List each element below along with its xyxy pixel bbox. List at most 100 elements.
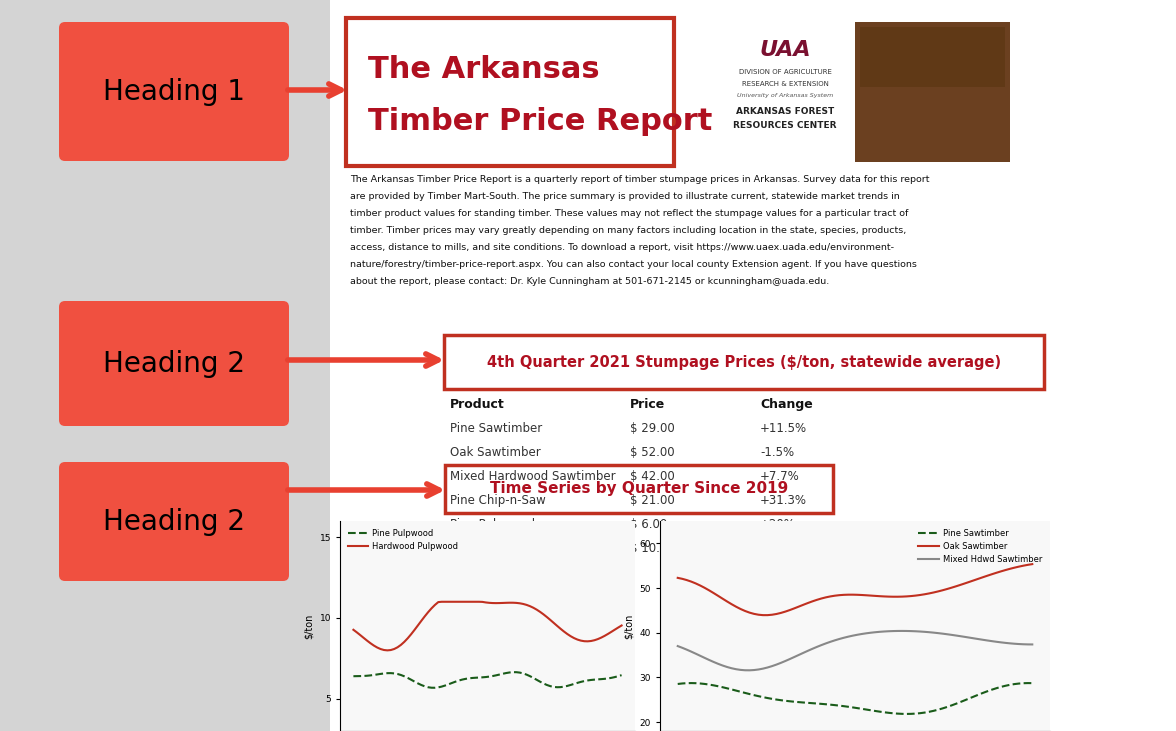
Mixed Hdwd Sawtimber <box>742 666 756 675</box>
FancyBboxPatch shape <box>346 18 674 166</box>
Hardwood Pulpwood <box>615 621 629 630</box>
Oak Sawtimber <box>886 592 900 601</box>
Text: Timber Price Report: Timber Price Report <box>368 107 713 137</box>
Text: $ 21.00: $ 21.00 <box>630 494 675 507</box>
Pine Pulpwood <box>516 669 530 678</box>
Text: timber. Timber prices may vary greatly depending on many factors including locat: timber. Timber prices may vary greatly d… <box>350 226 907 235</box>
Pine Sawtimber <box>909 709 923 718</box>
Pine Pulpwood <box>506 668 520 677</box>
Y-axis label: $/ton: $/ton <box>624 613 634 639</box>
Pine Pulpwood <box>468 673 482 682</box>
Text: RESOURCES CENTER: RESOURCES CENTER <box>734 121 837 131</box>
Hardwood Pulpwood <box>380 646 394 655</box>
Pine Sawtimber <box>994 683 1008 692</box>
FancyBboxPatch shape <box>445 335 1044 389</box>
Text: Pine Pulpwood: Pine Pulpwood <box>450 518 535 531</box>
Hardwood Pulpwood <box>435 597 449 606</box>
Text: Pine Sawtimber: Pine Sawtimber <box>450 422 542 435</box>
Legend: Pine Sawtimber, Oak Sawtimber, Mixed Hdwd Sawtimber: Pine Sawtimber, Oak Sawtimber, Mixed Hdw… <box>915 525 1045 567</box>
Text: 4th Quarter 2021 Stumpage Prices ($/ton, statewide average): 4th Quarter 2021 Stumpage Prices ($/ton,… <box>487 355 1001 369</box>
Text: +31.3%: +31.3% <box>760 542 807 555</box>
Hardwood Pulpwood <box>536 610 550 618</box>
Pine Sawtimber <box>670 680 684 689</box>
Oak Sawtimber <box>1025 560 1040 569</box>
Oak Sawtimber <box>904 591 918 600</box>
Hardwood Pulpwood <box>347 626 361 635</box>
Y-axis label: $/ton: $/ton <box>303 613 314 639</box>
Pine Sawtimber <box>684 678 699 687</box>
Text: The Arkansas: The Arkansas <box>368 56 600 85</box>
Line: Mixed Hdwd Sawtimber: Mixed Hdwd Sawtimber <box>677 631 1033 670</box>
Text: nature/forestry/timber-price-report.aspx. You can also contact your local county: nature/forestry/timber-price-report.aspx… <box>350 260 917 269</box>
Text: DIVISION OF AGRICULTURE: DIVISION OF AGRICULTURE <box>739 69 831 75</box>
Pine Pulpwood <box>428 683 442 692</box>
Text: Mixed Hardwood Sawtimber: Mixed Hardwood Sawtimber <box>450 470 615 483</box>
Mixed Hdwd Sawtimber <box>895 626 909 635</box>
Mixed Hdwd Sawtimber <box>890 626 904 635</box>
Mixed Hdwd Sawtimber <box>833 635 847 643</box>
Text: Product: Product <box>450 398 505 411</box>
Text: Time Series by Quarter Since 2019: Time Series by Quarter Since 2019 <box>490 482 788 496</box>
Line: Hardwood Pulpwood: Hardwood Pulpwood <box>354 602 622 651</box>
Text: Pine Chip-n-Saw: Pine Chip-n-Saw <box>450 494 546 507</box>
Mixed Hdwd Sawtimber <box>909 627 923 636</box>
Text: Oak Sawtimber: Oak Sawtimber <box>450 446 541 459</box>
Text: -1.5%: -1.5% <box>760 446 794 459</box>
Pine Sawtimber <box>886 709 900 718</box>
Hardwood Pulpwood <box>590 635 604 643</box>
Line: Oak Sawtimber: Oak Sawtimber <box>677 564 1033 616</box>
Text: RESEARCH & EXTENSION: RESEARCH & EXTENSION <box>742 81 828 87</box>
Pine Pulpwood <box>347 672 361 681</box>
Text: are provided by Timber Mart-South. The price summary is provided to illustrate c: are provided by Timber Mart-South. The p… <box>350 192 900 201</box>
Pine Pulpwood <box>615 671 629 680</box>
FancyBboxPatch shape <box>59 462 289 581</box>
Mixed Hdwd Sawtimber <box>670 642 684 651</box>
Legend: Pine Pulpwood, Hardwood Pulpwood: Pine Pulpwood, Hardwood Pulpwood <box>345 525 462 554</box>
Text: University of Arkansas System: University of Arkansas System <box>737 94 833 99</box>
Pine Pulpwood <box>590 675 604 683</box>
Text: +20%: +20% <box>760 518 796 531</box>
Text: timber product values for standing timber. These values may not reflect the stum: timber product values for standing timbe… <box>350 209 908 218</box>
Pine Sawtimber <box>1025 679 1040 688</box>
Text: +11.5%: +11.5% <box>760 422 807 435</box>
Text: about the report, please contact: Dr. Kyle Cunningham at 501-671-2145 or kcunnin: about the report, please contact: Dr. Ky… <box>350 277 829 286</box>
Pine Sawtimber <box>890 709 904 718</box>
Mixed Hdwd Sawtimber <box>886 626 900 635</box>
Text: Heading 2: Heading 2 <box>103 507 245 536</box>
Bar <box>330 0 1176 731</box>
Hardwood Pulpwood <box>527 603 541 612</box>
Text: Change: Change <box>760 398 813 411</box>
Oak Sawtimber <box>761 611 775 620</box>
Text: Hardwood Pulpwood: Hardwood Pulpwood <box>450 542 570 555</box>
Pine Sawtimber <box>922 708 936 716</box>
Oak Sawtimber <box>833 591 847 599</box>
Hardwood Pulpwood <box>513 599 527 607</box>
Hardwood Pulpwood <box>472 597 486 606</box>
FancyBboxPatch shape <box>59 301 289 426</box>
Mixed Hdwd Sawtimber <box>1025 640 1040 649</box>
Text: Heading 2: Heading 2 <box>103 349 245 377</box>
Line: Pine Pulpwood: Pine Pulpwood <box>354 673 622 688</box>
Text: Price: Price <box>630 398 666 411</box>
Pine Sawtimber <box>833 701 847 710</box>
Text: ARKANSAS FOREST: ARKANSAS FOREST <box>736 107 834 116</box>
Text: access, distance to mills, and site conditions. To download a report, visit http: access, distance to mills, and site cond… <box>350 243 894 252</box>
Pine Pulpwood <box>536 679 550 688</box>
Oak Sawtimber <box>917 590 931 599</box>
Bar <box>855 22 1010 162</box>
Text: $ 42.00: $ 42.00 <box>630 470 675 483</box>
Mixed Hdwd Sawtimber <box>994 638 1008 647</box>
Line: Pine Sawtimber: Pine Sawtimber <box>677 683 1033 714</box>
Text: Heading 1: Heading 1 <box>103 77 245 105</box>
Oak Sawtimber <box>670 574 684 583</box>
Pine Sawtimber <box>900 710 914 719</box>
Pine Pulpwood <box>527 673 541 682</box>
Text: +31.3%: +31.3% <box>760 494 807 507</box>
Bar <box>860 27 1005 87</box>
Text: $ 6.00: $ 6.00 <box>630 518 667 531</box>
Text: $ 52.00: $ 52.00 <box>630 446 675 459</box>
Text: $ 10.00: $ 10.00 <box>630 542 675 555</box>
Text: UAA: UAA <box>760 40 810 60</box>
FancyBboxPatch shape <box>59 22 289 161</box>
Mixed Hdwd Sawtimber <box>922 628 936 637</box>
